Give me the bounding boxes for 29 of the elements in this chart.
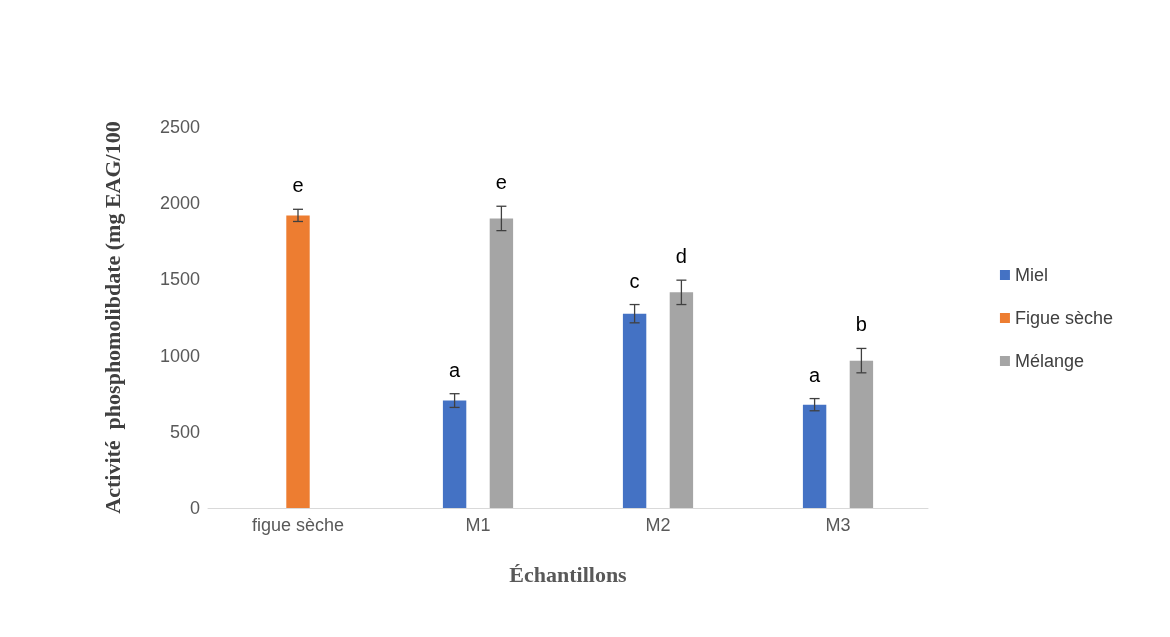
bar	[442, 400, 467, 508]
legend-label: Mélange	[1014, 351, 1084, 371]
y-tick-label: 2000	[159, 193, 200, 214]
legend-label: Figue sèche	[1014, 308, 1113, 328]
bar	[802, 404, 827, 508]
legend-label: Miel	[1014, 265, 1048, 285]
bar	[849, 360, 874, 508]
data-label: c	[629, 269, 640, 292]
x-tick-label: M1	[465, 515, 491, 535]
x-tick-label: M3	[825, 515, 851, 535]
data-label: a	[809, 363, 822, 386]
data-label: d	[675, 245, 687, 268]
y-tick-label: 500	[169, 421, 200, 442]
bar	[622, 313, 647, 508]
data-label: a	[449, 358, 462, 381]
data-label: e	[292, 174, 304, 197]
y-tick-label: 1500	[159, 269, 200, 290]
x-axis-title: Échantillons	[509, 561, 628, 587]
y-tick-label: 2500	[159, 117, 200, 137]
data-label: e	[495, 171, 507, 194]
y-axis-title: Activité phosphomolibdate (mg EAG/100	[99, 121, 125, 514]
x-tick-label: figue sèche	[251, 515, 345, 535]
bar	[669, 292, 694, 508]
y-tick-label: 1000	[159, 345, 200, 366]
data-label: b	[855, 313, 867, 336]
bar	[489, 218, 514, 508]
bar	[286, 215, 310, 508]
y-tick-label: 0	[189, 498, 200, 518]
x-tick-label: M2	[645, 515, 671, 535]
